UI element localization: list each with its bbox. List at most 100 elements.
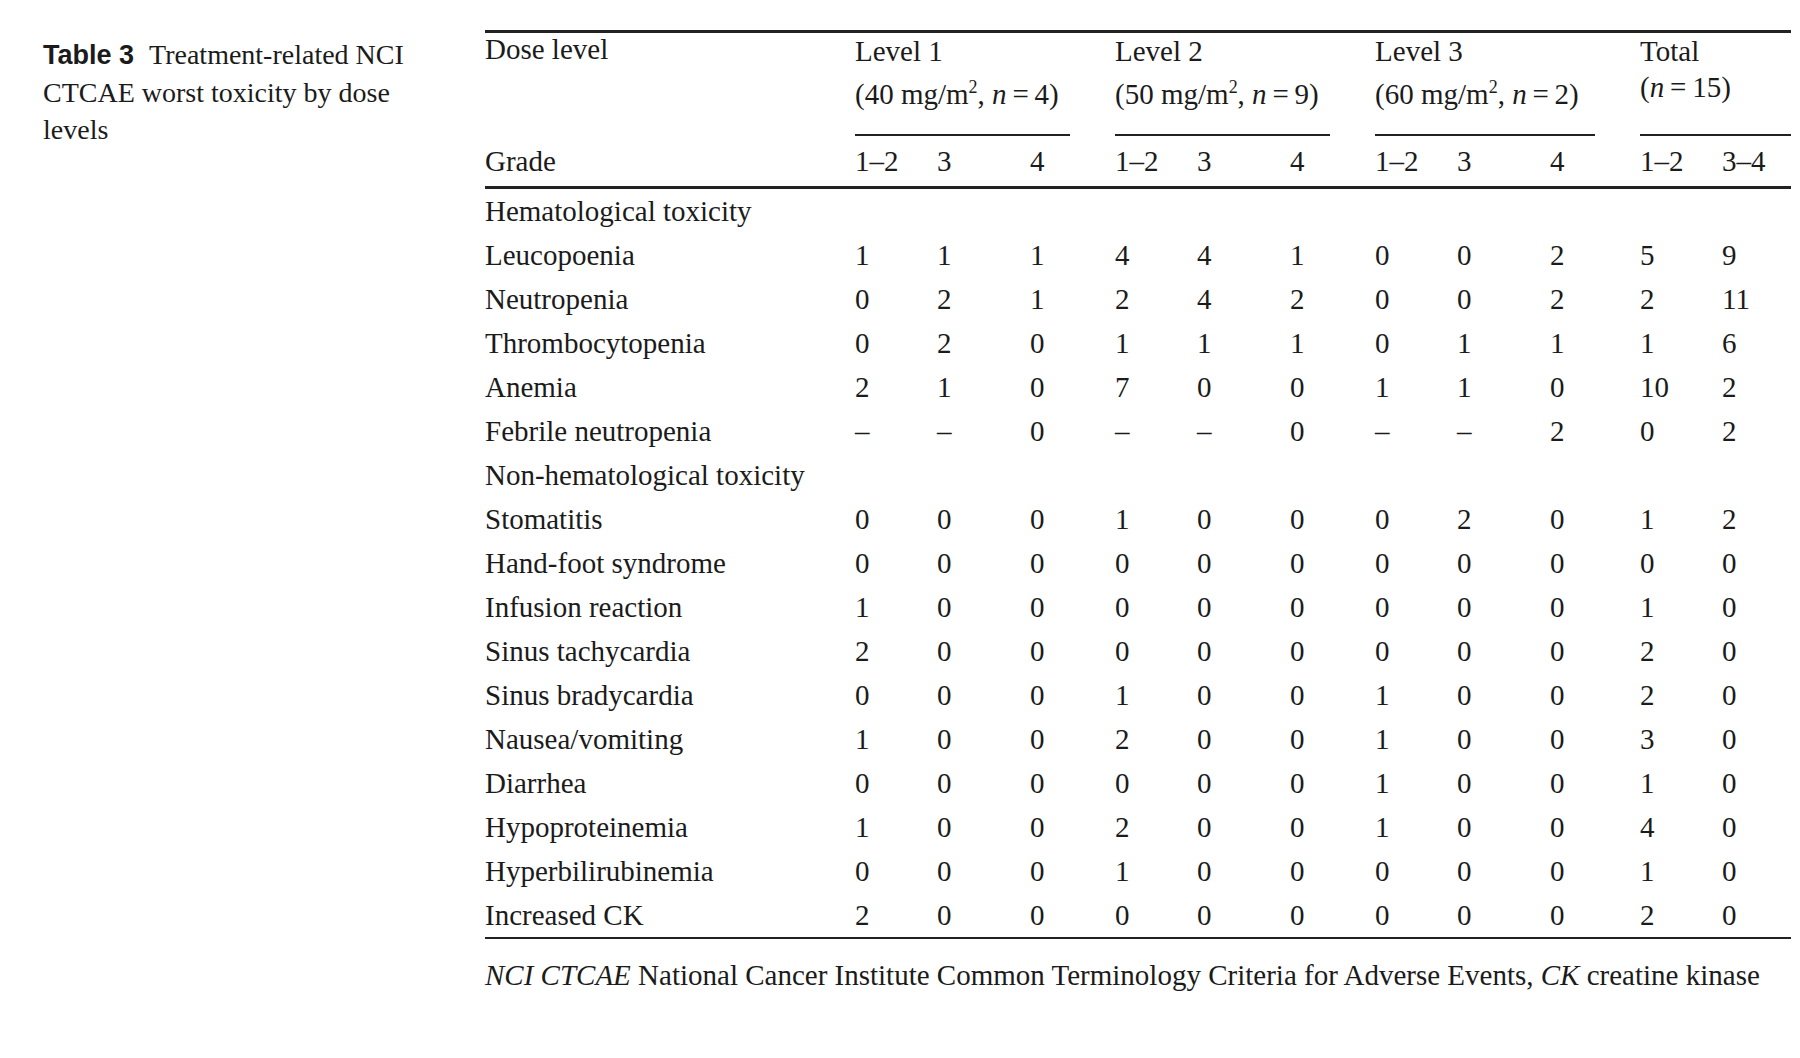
value-cell: – — [937, 409, 1030, 453]
group-header-level-2: Level 2(50 mg/m2, n = 9) — [1115, 32, 1375, 137]
value-cell: 9 — [1722, 233, 1791, 277]
value-cell: 1 — [1640, 497, 1722, 541]
value-cell: 2 — [1722, 497, 1791, 541]
italic-term: CK — [1541, 959, 1580, 991]
value-cell: 2 — [855, 365, 937, 409]
grade-col-header: 4 — [1290, 136, 1375, 188]
value-cell: – — [1457, 409, 1550, 453]
table-row: Increased CK20000000020 — [485, 893, 1791, 938]
value-cell: 0 — [1375, 321, 1457, 365]
text-part: (50 mg/m — [1115, 78, 1229, 110]
section-header: Non-hematological toxicity — [485, 453, 1791, 497]
table-row: Diarrhea00000010010 — [485, 761, 1791, 805]
value-cell: 0 — [1030, 893, 1115, 938]
value-cell: 2 — [1722, 365, 1791, 409]
value-cell: 1 — [1375, 717, 1457, 761]
value-cell: 0 — [1550, 365, 1640, 409]
value-cell: 0 — [937, 541, 1030, 585]
text-part: creatine kinase — [1579, 959, 1759, 991]
value-cell: – — [855, 409, 937, 453]
value-cell: 1 — [1197, 321, 1290, 365]
toxicity-label: Increased CK — [485, 893, 855, 938]
value-cell: 0 — [1640, 409, 1722, 453]
value-cell: 2 — [1550, 409, 1640, 453]
superscript: 2 — [1489, 77, 1498, 97]
value-cell: 0 — [1550, 717, 1640, 761]
toxicity-label: Hypoproteinemia — [485, 805, 855, 849]
value-cell: 0 — [855, 761, 937, 805]
value-cell: 0 — [1375, 585, 1457, 629]
value-cell: 0 — [1550, 541, 1640, 585]
value-cell: 0 — [855, 849, 937, 893]
toxicity-label: Thrombocytopenia — [485, 321, 855, 365]
value-cell: 0 — [855, 277, 937, 321]
grade-col-header: 1–2 — [1375, 136, 1457, 188]
value-cell: 0 — [1722, 629, 1791, 673]
group-subtitle: (40 mg/m2, n = 4) — [855, 69, 1115, 112]
value-cell: – — [1197, 409, 1290, 453]
value-cell: 2 — [1640, 277, 1722, 321]
value-cell: 11 — [1722, 277, 1791, 321]
toxicity-label: Stomatitis — [485, 497, 855, 541]
value-cell: 1 — [1290, 321, 1375, 365]
value-cell: 0 — [1197, 629, 1290, 673]
value-cell: – — [1115, 409, 1197, 453]
table-row: Sinus tachycardia20000000020 — [485, 629, 1791, 673]
value-cell: 0 — [1457, 717, 1550, 761]
value-cell: 0 — [1290, 761, 1375, 805]
value-cell: 0 — [1030, 321, 1115, 365]
value-cell: 0 — [937, 629, 1030, 673]
value-cell: 0 — [1375, 893, 1457, 938]
value-cell: 0 — [1375, 541, 1457, 585]
value-cell: 2 — [1640, 893, 1722, 938]
value-cell: 0 — [1290, 717, 1375, 761]
group-header-total: Total(n = 15) — [1640, 32, 1791, 137]
grade-col-header: 4 — [1030, 136, 1115, 188]
value-cell: 4 — [1640, 805, 1722, 849]
value-cell: 2 — [937, 277, 1030, 321]
value-cell: 2 — [1115, 805, 1197, 849]
value-cell: 0 — [1197, 365, 1290, 409]
toxicity-table: Dose level Level 1(40 mg/m2, n = 4)Level… — [485, 30, 1791, 939]
value-cell: 1 — [1030, 233, 1115, 277]
value-cell: 0 — [1640, 541, 1722, 585]
value-cell: 0 — [1030, 717, 1115, 761]
value-cell: 0 — [1290, 365, 1375, 409]
table-row: Hand-foot syndrome00000000000 — [485, 541, 1791, 585]
value-cell: 5 — [1640, 233, 1722, 277]
value-cell: 0 — [937, 849, 1030, 893]
section-row: Non-hematological toxicity — [485, 453, 1791, 497]
value-cell: 0 — [1290, 409, 1375, 453]
value-cell: 2 — [1290, 277, 1375, 321]
value-cell: 0 — [1375, 849, 1457, 893]
value-cell: 0 — [1030, 673, 1115, 717]
value-cell: 1 — [1115, 321, 1197, 365]
value-cell: 0 — [1457, 893, 1550, 938]
value-cell: 0 — [937, 805, 1030, 849]
value-cell: 0 — [855, 673, 937, 717]
table-row: Anemia210700110102 — [485, 365, 1791, 409]
text-part: , — [978, 78, 993, 110]
text-part: ( — [1640, 71, 1650, 103]
value-cell: 0 — [1375, 629, 1457, 673]
italic-term: n — [1252, 78, 1267, 110]
value-cell: 1 — [855, 717, 937, 761]
text-part: = 2) — [1527, 78, 1579, 110]
toxicity-label: Febrile neutropenia — [485, 409, 855, 453]
value-cell: 0 — [1722, 673, 1791, 717]
value-cell: 1 — [1115, 849, 1197, 893]
grade-col-header: 3 — [1457, 136, 1550, 188]
text-part: (40 mg/m — [855, 78, 969, 110]
value-cell: 0 — [1722, 805, 1791, 849]
value-cell: 1 — [1640, 321, 1722, 365]
group-title: Total — [1640, 33, 1791, 69]
toxicity-label: Neutropenia — [485, 277, 855, 321]
grade-col-header: 3 — [1197, 136, 1290, 188]
value-cell: 0 — [1197, 541, 1290, 585]
value-cell: 1 — [855, 233, 937, 277]
toxicity-label: Hand-foot syndrome — [485, 541, 855, 585]
value-cell: 0 — [937, 497, 1030, 541]
text-part: (60 mg/m — [1375, 78, 1489, 110]
value-cell: 4 — [1197, 233, 1290, 277]
value-cell: 1 — [855, 805, 937, 849]
